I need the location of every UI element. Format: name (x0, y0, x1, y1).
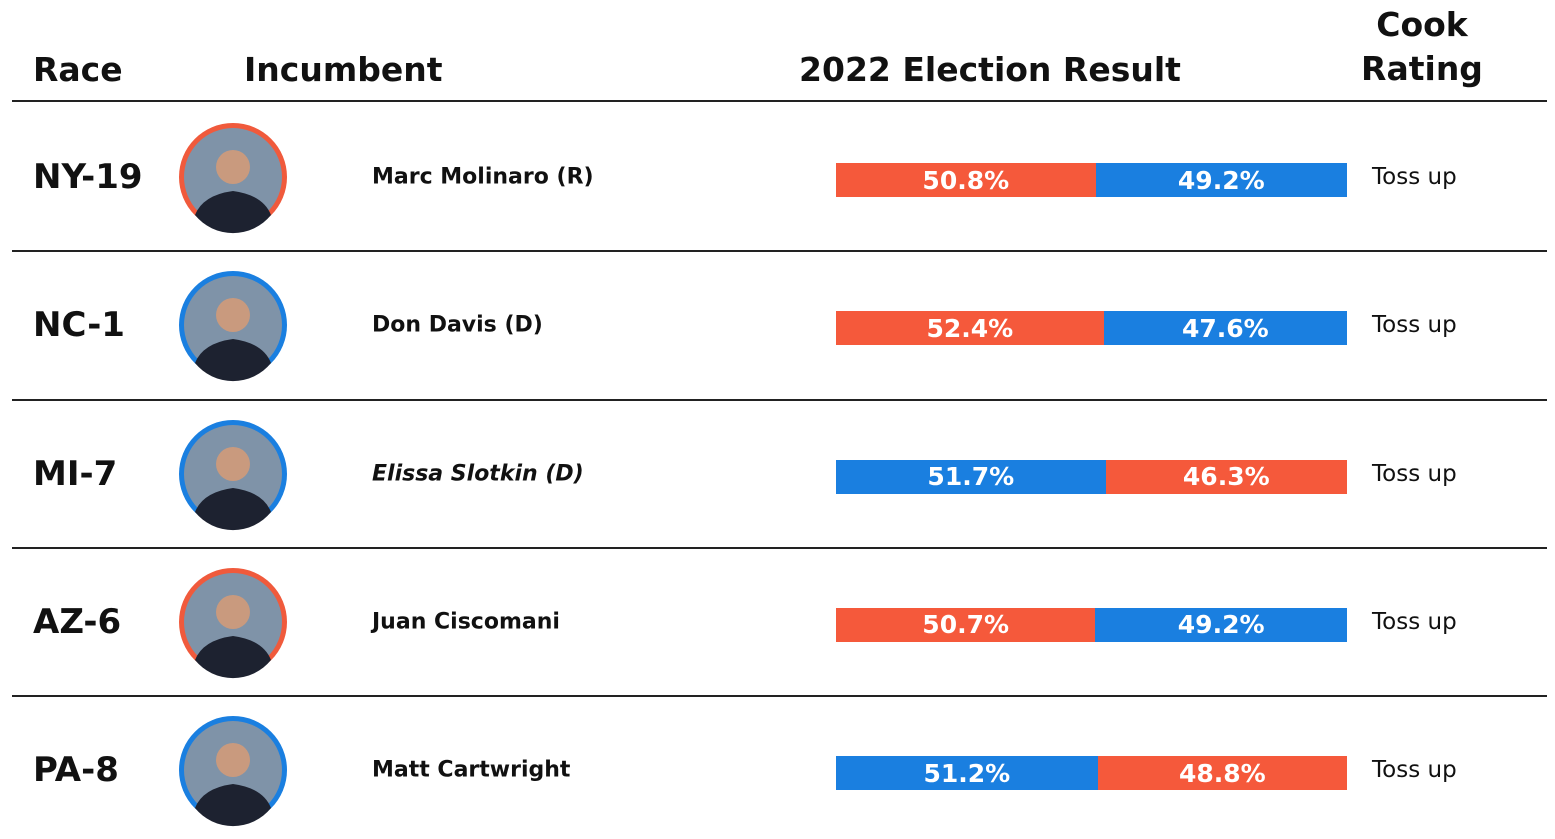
incumbent: Elissa Slotkin (D) (372, 461, 584, 486)
row-rule (12, 695, 1547, 697)
photo-body (195, 784, 271, 827)
rating: Toss up (1372, 164, 1457, 190)
result-segment: 46.3% (1105, 459, 1347, 494)
result-segment: 52.4% (836, 311, 1104, 346)
photo-head (216, 298, 250, 333)
photo-body (195, 487, 271, 530)
result-segment: 49.2% (1095, 163, 1347, 197)
result-segment: 50.8% (836, 163, 1096, 197)
photo (179, 123, 287, 234)
result-segment: 50.7% (836, 607, 1096, 642)
photo (179, 271, 287, 382)
row-rule (12, 250, 1547, 253)
header-race: Race (33, 50, 123, 89)
header-rule (12, 100, 1547, 102)
incumbent: Juan Ciscomani (372, 609, 560, 635)
row-rule (12, 398, 1547, 401)
photo-head (216, 150, 250, 184)
result-segment: 49.2% (1095, 607, 1347, 642)
result-segment: 47.6% (1103, 311, 1347, 346)
photo-head (216, 743, 250, 777)
result-segment: 51.7% (836, 459, 1106, 494)
photo-body (195, 635, 271, 678)
result-bar: 51.7% 46.3% (836, 459, 1347, 494)
race: AZ-6 (33, 601, 122, 642)
result-bar: 50.7% 49.2% (836, 607, 1347, 642)
rating: Toss up (1372, 757, 1457, 783)
incumbent: Don Davis (D) (372, 312, 543, 338)
incumbent: Marc Molinaro (R) (372, 164, 594, 190)
photo-head (216, 594, 250, 629)
race: MI-7 (33, 453, 118, 494)
rating: Toss up (1372, 460, 1457, 487)
result-segment: 51.2% (836, 756, 1098, 790)
header-rating: Cook Rating (1361, 5, 1483, 88)
incumbent: Matt Cartwright (372, 757, 571, 783)
result-bar: 50.8% 49.2% (836, 163, 1347, 197)
race: PA-8 (33, 750, 119, 790)
photo (179, 419, 287, 530)
result-segment: 48.8% (1097, 756, 1347, 790)
photo (179, 716, 287, 827)
photo-body (195, 339, 271, 382)
result-bar: 51.2% 48.8% (836, 756, 1347, 790)
photo-body (195, 191, 271, 234)
row-rule (12, 546, 1547, 549)
race: NY-19 (33, 157, 143, 197)
header-incumbent: Incumbent (244, 50, 443, 89)
header-result: 2022 Election Result (799, 50, 1181, 89)
race: NC-1 (33, 305, 125, 346)
rating: Toss up (1372, 608, 1457, 635)
photo-head (216, 446, 250, 481)
result-bar: 52.4% 47.6% (836, 311, 1347, 346)
photo (179, 567, 287, 678)
rating: Toss up (1372, 312, 1457, 339)
